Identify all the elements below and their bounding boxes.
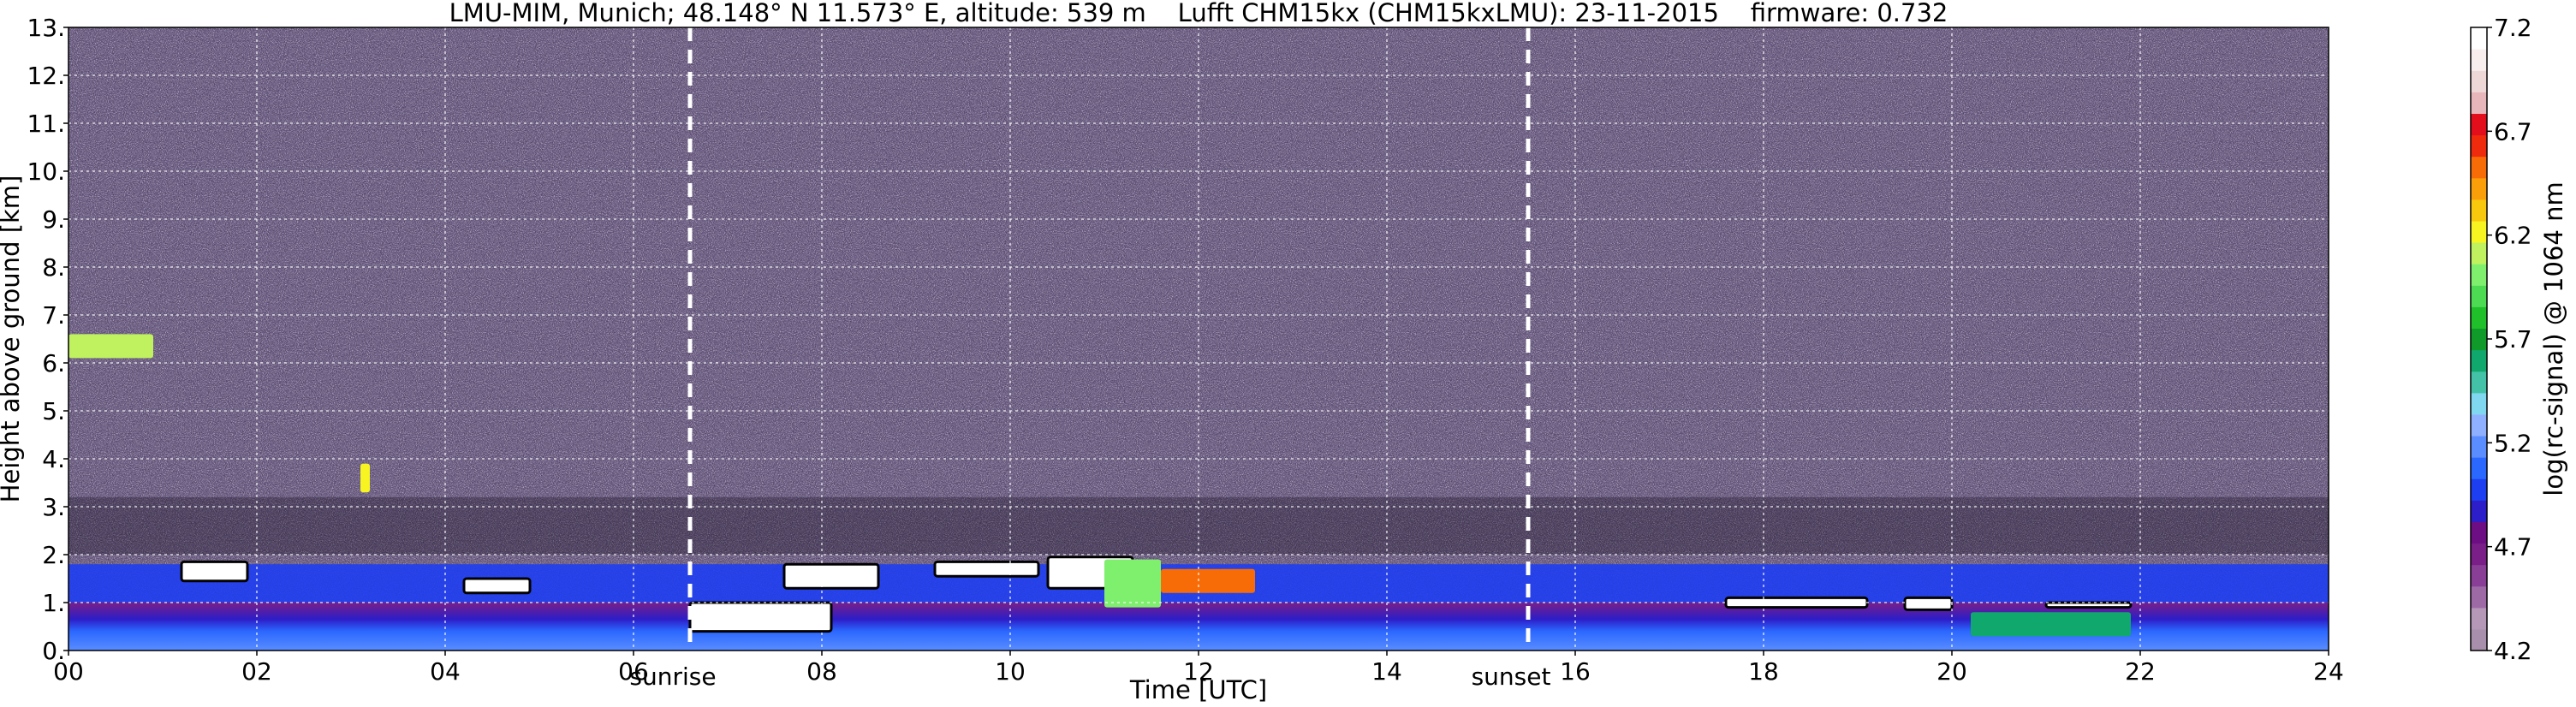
sunset-label: sunset [1472, 662, 1551, 691]
y-tick-label: 7. [42, 301, 65, 330]
x-tick-label: 02 [241, 657, 272, 686]
x-tick-label: 00 [53, 657, 84, 686]
chart-title: LMU-MIM, Munich; 48.148° N 11.573° E, al… [449, 0, 1948, 27]
x-tick-label: 08 [806, 657, 837, 686]
colorbar-segment [2471, 156, 2487, 179]
signal-feature-2 [360, 463, 370, 493]
colorbar-tick-label: 4.2 [2494, 637, 2532, 665]
colorbar-segment [2471, 285, 2487, 307]
signal-feature-12 [1971, 612, 2131, 637]
colorbar-segment [2471, 177, 2487, 200]
colorbar-segment [2471, 70, 2487, 92]
x-tick-label: 10 [995, 657, 1026, 686]
y-axis-label: Height above ground [km] [0, 175, 25, 503]
signal-feature-3 [462, 577, 532, 595]
x-axis-label: Time [UTC] [1129, 675, 1267, 704]
x-tick-label: 24 [2313, 657, 2344, 686]
y-tick-label: 0. [42, 637, 65, 665]
colorbar-tick-label: 6.2 [2494, 222, 2532, 250]
sunrise-label: sunrise [629, 662, 716, 691]
y-tick-label: 8. [42, 253, 65, 282]
colorbar-segment [2471, 607, 2487, 630]
x-tick-label: 20 [1936, 657, 1967, 686]
signal-feature-8 [1104, 559, 1161, 608]
colorbar-segment [2471, 521, 2487, 544]
colorbar-tick-label: 6.7 [2494, 117, 2532, 146]
colorbar-segment [2471, 457, 2487, 479]
colorbar-segment [2471, 113, 2487, 136]
colorbar-segment [2471, 27, 2487, 50]
colorbar-tick-label: 5.2 [2494, 429, 2532, 457]
signal-feature-9 [1161, 568, 1255, 593]
colorbar-segment [2471, 264, 2487, 286]
signal-feature-11 [1903, 596, 1954, 611]
y-tick-label: 11. [27, 110, 65, 138]
colorbar-segment [2471, 413, 2487, 437]
colorbar-segment [2471, 92, 2487, 115]
y-tick-label: 12. [27, 62, 65, 90]
colorbar-tick-label: 7.2 [2494, 14, 2532, 42]
x-tick-label: 14 [1371, 657, 1402, 686]
x-tick-label: 04 [430, 657, 461, 686]
grid-lines [68, 27, 2329, 651]
colorbar-segment [2471, 564, 2487, 587]
x-tick-label: 16 [1560, 657, 1591, 686]
signal-feature-4 [688, 601, 833, 633]
colorbar-segment [2471, 199, 2487, 222]
colorbar-segment [2471, 349, 2487, 372]
colorbar-segment [2471, 628, 2487, 651]
y-tick-label: 3. [42, 493, 65, 521]
x-tick-label: 12 [1183, 657, 1214, 686]
colorbar-tick-label: 5.7 [2494, 325, 2532, 354]
axes: 00 02 04 06 08 10 12 14 16 18 20 22 24 0. 1. 2. 3. 4. 5. 6.… [0, 14, 2344, 704]
colorbar-segment [2471, 392, 2487, 415]
colorbar-segment [2471, 435, 2487, 458]
colorbar-segment [2471, 242, 2487, 264]
y-tick-label: 6. [42, 349, 65, 377]
y-tick-label: 10. [27, 157, 65, 186]
colorbar-segment [2471, 543, 2487, 566]
y-tick-label: 13. [27, 14, 65, 42]
x-tick-label: 06 [618, 657, 649, 686]
x-tick-label: 22 [2125, 657, 2156, 686]
colorbar-segment [2471, 585, 2487, 609]
signal-feature-5 [782, 562, 880, 590]
signal-feature-0 [68, 334, 153, 359]
colorbar-segment [2471, 49, 2487, 71]
colorbar: 4.2 4.7 5.2 5.7 6.2 6.7 7.2 log(rc-signal) @ 10… [2470, 14, 2568, 665]
y-tick-label: 1. [42, 589, 65, 617]
y-tick-label: 4. [42, 445, 65, 473]
y-tick-label: 9. [42, 205, 65, 234]
colorbar-segment [2471, 306, 2487, 330]
signal-feature-6 [933, 560, 1040, 578]
y-tick-label: 2. [42, 541, 65, 569]
x-tick-label: 18 [1748, 657, 1779, 686]
colorbar-segment [2471, 328, 2487, 351]
colorbar-segment [2471, 134, 2487, 157]
colorbar-segment [2471, 500, 2487, 522]
colorbar-segment [2471, 478, 2487, 501]
colorbar-segment [2471, 371, 2487, 394]
colorbar-tick-label: 4.7 [2494, 533, 2532, 561]
colorbar-segment [2471, 220, 2487, 243]
colorbar-label: log(rc-signal) @ 1064 nm [2539, 181, 2568, 496]
signal-feature-1 [180, 560, 249, 583]
chart-features [68, 334, 2133, 637]
y-tick-label: 5. [42, 397, 65, 425]
signal-feature-13 [2044, 601, 2133, 609]
